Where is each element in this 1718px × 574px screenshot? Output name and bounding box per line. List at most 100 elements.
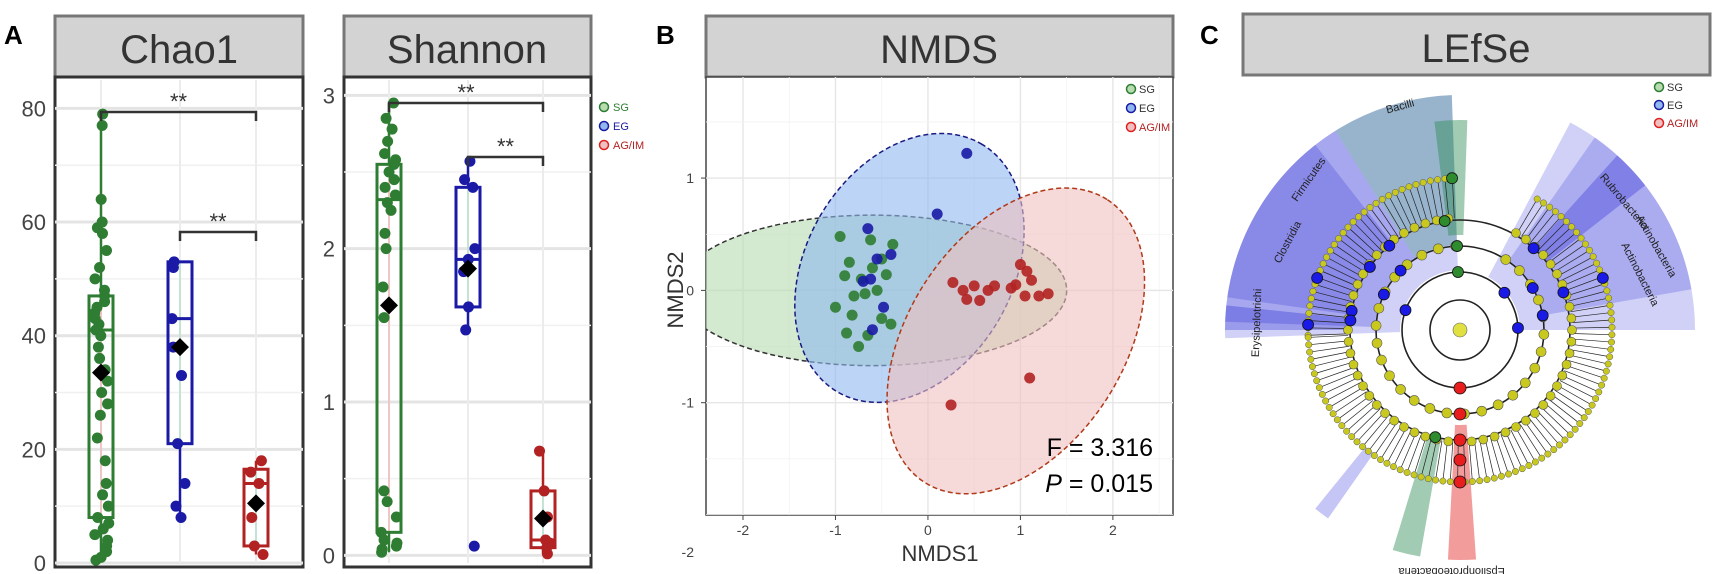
nmds-point (839, 270, 851, 282)
nmds-x-tick-label: -1 (829, 522, 842, 538)
lefse-branch (1376, 204, 1399, 237)
lefse-branch (1551, 394, 1583, 417)
lefse-branch (1474, 441, 1480, 479)
lefse-node-mid (1399, 422, 1409, 432)
shannon-point (375, 526, 387, 538)
lefse-branch (1540, 406, 1569, 434)
nmds-point (859, 288, 871, 300)
lefse-node-mid (1399, 228, 1409, 238)
nmds-point (1024, 372, 1036, 384)
lefse-branch (1548, 239, 1580, 263)
shannon-point (534, 445, 546, 457)
nmds-point (1026, 274, 1038, 286)
nmds-point (841, 327, 853, 339)
lefse-node-mid (1420, 431, 1431, 442)
lefse-leaf-node (1562, 218, 1570, 225)
lefse-leaf-node (1607, 309, 1615, 317)
lefse-node-eg (1399, 304, 1412, 317)
chao1-point (255, 455, 267, 467)
lefse-node-mid (1443, 436, 1454, 447)
lefse-leaf-node (1307, 295, 1315, 303)
lefse-leaf-node (1390, 463, 1397, 471)
lefse-branch (1347, 404, 1377, 431)
lefse-node-sg (1429, 431, 1442, 444)
shannon-point (540, 534, 552, 546)
chao1-point (245, 466, 257, 478)
chao1-point (91, 432, 103, 444)
lefse-node-mid (1478, 434, 1489, 445)
shannon-point (380, 243, 392, 255)
shannon-tick-label: 0 (323, 543, 335, 568)
lefse-header (1241, 12, 1712, 77)
lefse-branch (1566, 284, 1603, 297)
chao1-point (248, 540, 260, 552)
lefse-node-mid (1343, 336, 1354, 347)
lefse-node-inner (1373, 302, 1385, 314)
lefse-node-mid (1500, 427, 1511, 438)
lefse-leaf-node (1576, 420, 1584, 427)
lefse-node-mid (1521, 234, 1531, 245)
lefse-node-inner (1384, 370, 1395, 382)
lefse-node-inner (1476, 405, 1488, 417)
lefse-branch (1365, 213, 1390, 244)
lefse-branch (1331, 251, 1365, 272)
lefse-node-mid (1564, 348, 1575, 359)
nmds-x-tick-label: 0 (924, 522, 932, 538)
lefse-leaf-node (1304, 333, 1312, 341)
lefse-branch (1383, 200, 1404, 234)
lefse-branch (1370, 208, 1394, 240)
nmds-point (843, 256, 855, 268)
lefse-leaf-node (1349, 218, 1357, 226)
lefse-branch (1321, 372, 1357, 388)
lefse-leaf-node (1410, 471, 1418, 479)
shannon-point (381, 496, 393, 508)
nmds-point (1033, 290, 1045, 302)
lefse-node-inner (1507, 389, 1519, 401)
lefse-node-sg (1438, 215, 1451, 227)
lefse-leaf-node (1424, 475, 1432, 483)
lefse-node-inner (1370, 320, 1382, 331)
lefse-node-mid (1521, 415, 1531, 426)
lefse-leaf-node (1588, 401, 1596, 409)
nmds-ellipses (706, 132, 1146, 495)
legend-c: SG EG AG/IM (1653, 81, 1698, 130)
legend-a-agim-swatch (598, 139, 610, 151)
lefse-leaf-node (1603, 287, 1611, 295)
lefse-branch (1571, 343, 1609, 350)
lefse-branch (1568, 291, 1606, 302)
lefse-branch (1319, 277, 1356, 292)
lefse-branch (1567, 359, 1605, 371)
nmds-point (885, 248, 897, 260)
shannon-point (378, 485, 390, 497)
lefse-leaf-node (1533, 195, 1541, 203)
lefse-node-sg (1446, 172, 1458, 185)
panel-letter-c: C (1200, 20, 1219, 50)
chao1-point (172, 438, 184, 450)
lefse-node-inner (1519, 377, 1531, 389)
lefse-leaf-node (1432, 476, 1440, 484)
lefse-branch (1310, 313, 1349, 318)
lefse-branch (1521, 204, 1543, 237)
lefse-node-eg (1363, 261, 1376, 273)
lefse-branch (1571, 338, 1610, 343)
lefse-node-mid (1389, 415, 1399, 426)
lefse-leaf-node (1490, 474, 1498, 482)
lefse-node-mid (1566, 336, 1577, 347)
lefse-title: LEfSe (1422, 27, 1531, 71)
lefse-branch (1484, 439, 1495, 477)
lefse-branch (1311, 305, 1350, 313)
chao1-point (96, 119, 108, 131)
lefse-leaf-node (1602, 367, 1610, 375)
lefse-leaf-node (1403, 469, 1411, 476)
lefse-node-agim (1453, 407, 1467, 421)
chao1-marks: ** ** (87, 89, 270, 566)
lefse-branch (1324, 264, 1360, 282)
lefse-node-mid (1409, 222, 1420, 233)
lefse-clade-rubrobacteria (1533, 155, 1646, 263)
lefse-node-inner (1538, 329, 1550, 340)
lefse-leaf-node (1315, 384, 1323, 392)
lefse-node-mid (1358, 381, 1368, 391)
lefse-leaf-node (1600, 374, 1608, 382)
chao1-mean-marker (92, 363, 110, 382)
lefse-node-inner (1533, 294, 1544, 306)
